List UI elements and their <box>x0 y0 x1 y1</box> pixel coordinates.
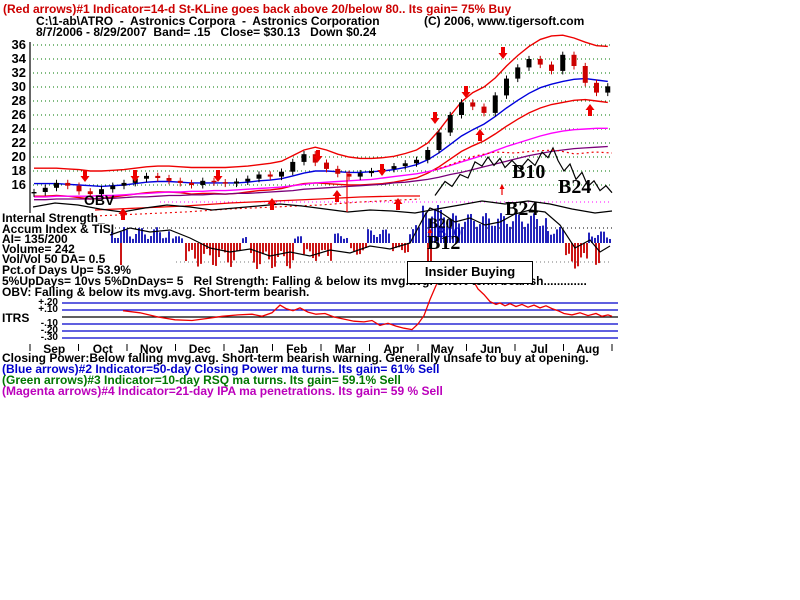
month-label: Sep <box>43 342 66 356</box>
price-axis-tick: 16 <box>11 177 26 192</box>
indicator-stat-text: Accum Index & TISI <box>2 222 115 236</box>
itrs-axis-tick: +.10 <box>38 304 58 315</box>
price-axis-tick: 30 <box>11 79 26 94</box>
file-path-title: C:\1-ab\ATRO - Astronics Corpora - Astro… <box>36 14 380 28</box>
indicator-stat-text: OBV: Falling & below its mvg.avg. Short-… <box>2 285 310 299</box>
footer-signal-text: (Blue arrows)#2 Indicator=50-day Closing… <box>2 362 440 376</box>
price-axis-tick: 32 <box>11 65 26 80</box>
indicator-stat-text: Volume= 242 <box>2 242 75 256</box>
itrs-axis-tick: +.20 <box>38 297 58 308</box>
indicator-stat-text: Pct.of Days Up= 53.9% <box>2 263 132 277</box>
signal-annotation-label: B10 <box>512 161 546 183</box>
price-axis-tick: 36 <box>11 37 26 52</box>
price-axis-tick: 24 <box>11 121 26 136</box>
month-label: Feb <box>286 342 308 356</box>
indicator-stat-text: AI= 135/200 <box>2 232 68 246</box>
itrs-label: ITRS <box>2 311 30 325</box>
month-label: Jan <box>237 342 259 356</box>
price-axis-tick: 26 <box>11 107 26 122</box>
price-axis-tick: 34 <box>11 51 26 66</box>
footer-signal-text: (Magenta arrows)#4 Indicator=21-day IPA … <box>2 384 443 398</box>
footer-signal-text: Closing Power:Below falling mvg.avg. Sho… <box>2 351 589 365</box>
insider-buying-box: Insider Buying <box>407 261 533 284</box>
month-label: Dec <box>188 342 211 356</box>
itrs-axis-tick: -.30 <box>40 332 58 343</box>
signal-annotation-label: B20 <box>428 216 454 232</box>
indicator-stat-text: Internal Strength_ <box>2 211 105 225</box>
indicator-stat-text: Vol/Vol 50 DA= 0.5 <box>2 252 106 266</box>
price-axis-tick: 20 <box>11 149 26 164</box>
month-label: Jun <box>480 342 502 356</box>
signal-annotation-label: B12 <box>427 232 461 254</box>
price-axis-tick: 18 <box>11 163 26 178</box>
month-label: Jul <box>530 342 548 356</box>
signal-red-arrows-text: (Red arrows)#1 Indicator=14-d St-KLine g… <box>3 2 512 16</box>
month-label: Oct <box>92 342 113 356</box>
month-label: Aug <box>576 342 600 356</box>
copyright-text: (C) 2006, www.tigersoft.com <box>424 14 585 28</box>
month-label: Mar <box>334 342 356 356</box>
signal-annotation-label: B24 <box>505 198 539 220</box>
signal-annotation-label: B24 <box>558 176 592 198</box>
insider-buying-text: Insider Buying <box>424 264 516 279</box>
month-label: Apr <box>383 342 405 356</box>
price-axis-tick: 28 <box>11 93 26 108</box>
itrs-axis-tick: -.10 <box>40 318 58 329</box>
price-axis-tick: 22 <box>11 135 26 150</box>
indicator-stat-text: 5%UpDays= 10vs 5%DnDays= 5 Rel Strength:… <box>2 274 587 288</box>
footer-signal-text: (Green arrows)#3 Indicator=10-day RSQ ma… <box>2 373 401 387</box>
month-label: May <box>430 342 454 356</box>
date-range-close-text: 8/7/2006 - 8/29/2007 Band= .15 Close= $3… <box>36 25 377 39</box>
itrs-axis-tick: -.20 <box>40 325 58 336</box>
obv-label: OBV <box>84 192 115 208</box>
month-label: Nov <box>139 342 163 356</box>
signal-annotation-label: B10 <box>436 225 462 241</box>
